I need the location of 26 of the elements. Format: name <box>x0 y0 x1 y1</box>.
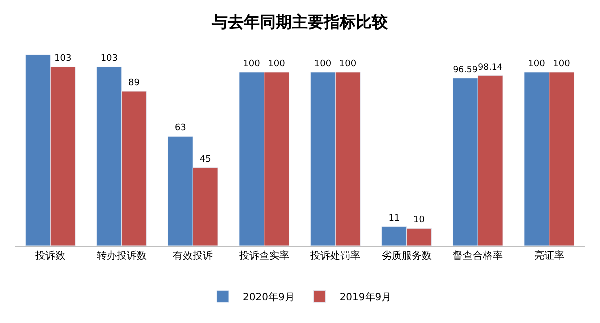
x-tick-label: 督查合格率 <box>453 250 504 262</box>
data-label: 100 <box>528 59 546 70</box>
data-label: 63 <box>174 124 186 134</box>
data-label: 100 <box>268 59 286 70</box>
data-label: 103 <box>100 54 118 64</box>
legend-label: 2019年9月 <box>340 292 392 304</box>
data-label: 98.14 <box>478 62 503 73</box>
data-label: 100 <box>243 59 261 70</box>
x-tick-label: 投诉处罚率 <box>310 250 361 262</box>
data-label: 100 <box>553 59 571 70</box>
data-label: 100 <box>314 59 332 70</box>
data-label: 11 <box>388 214 400 224</box>
data-label: 89 <box>128 78 140 88</box>
x-tick-label: 亮证率 <box>534 250 564 262</box>
x-tick-label: 转办投诉数 <box>96 250 147 262</box>
data-label: 10 <box>413 216 426 226</box>
data-label: 103 <box>54 54 72 64</box>
x-tick-label: 投诉数 <box>34 250 66 262</box>
x-tick-label: 劣质服务数 <box>382 250 432 262</box>
legend-label: 2020年9月 <box>243 292 295 304</box>
data-label: 45 <box>200 154 212 165</box>
x-tick-label: 投诉查实率 <box>238 250 290 262</box>
data-label: 96.59 <box>453 65 478 76</box>
data-label: 100 <box>339 59 357 70</box>
chart-title: 与去年同期主要指标比较 <box>211 12 389 32</box>
x-tick-label: 有效投诉 <box>173 250 214 262</box>
